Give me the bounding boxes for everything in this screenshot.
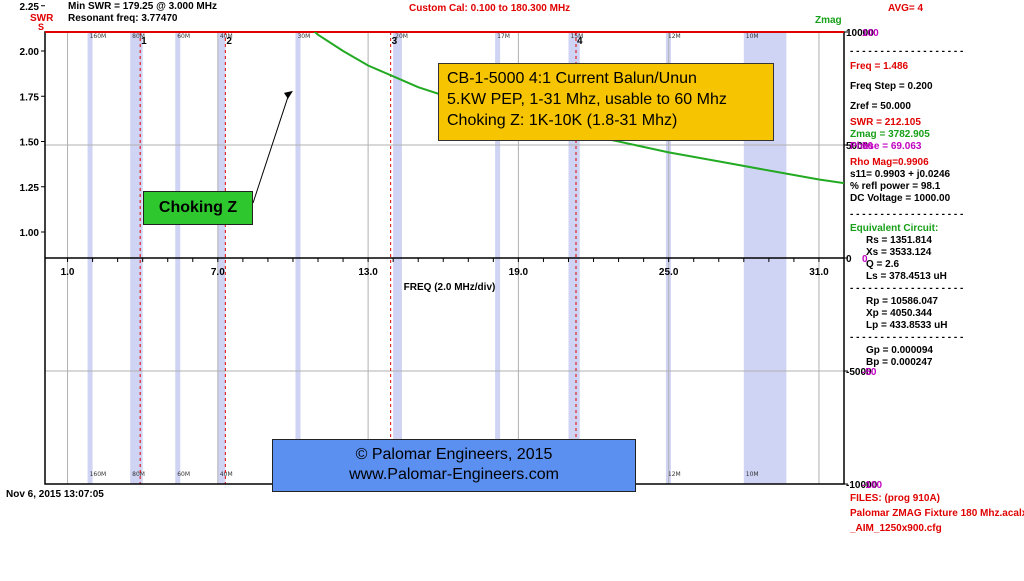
x-axis-title: FREQ (2.0 MHz/div) <box>404 282 496 293</box>
callout-arrow <box>252 93 290 204</box>
marker-label: 1 <box>141 36 147 47</box>
x-tick-label: 25.0 <box>659 267 679 278</box>
min-swr-readout: Min SWR = 179.25 @ 3.000 MHz <box>68 1 217 12</box>
zmag-axis-title: Zmag <box>815 15 842 26</box>
readout-zmag: Zmag = 3782.905 <box>850 129 930 140</box>
readout-freq: Freq = 1.486 <box>850 61 909 72</box>
swr-tick-label: 2.00 <box>20 47 40 58</box>
readout-freq-step: Freq Step = 0.200 <box>850 81 933 92</box>
readout-q: Q = 2.6 <box>866 259 900 270</box>
readout-zref: Zref = 50.000 <box>850 101 911 112</box>
readout-lp: Lp = 433.8533 uH <box>866 320 948 331</box>
x-tick-label: 19.0 <box>509 267 529 278</box>
readout-divider-top: - - - - - - - - - - - - - - - - - - - <box>850 46 964 57</box>
zmag-tick-label: -5000 <box>846 367 872 378</box>
band-label-top: 160M <box>90 33 107 40</box>
equivalent-circuit-title: Equivalent Circuit: <box>850 223 939 234</box>
phase-tick-label: 0 <box>862 254 868 265</box>
readout-divider-ls: - - - - - - - - - - - - - - - - - - - <box>850 283 964 294</box>
files-label: FILES: (prog 910A) <box>850 493 941 504</box>
readout-swr: SWR = 212.105 <box>850 117 921 128</box>
swr-s-label: S <box>38 22 45 32</box>
config-file: _AIM_1250x900.cfg <box>850 523 942 534</box>
readout-divider-mid: - - - - - - - - - - - - - - - - - - - <box>850 209 964 220</box>
band-label-top: 60M <box>177 33 190 40</box>
product-info-line1: CB-1-5000 4:1 Current Balun/Unun <box>447 70 697 87</box>
marker-label: 2 <box>226 36 232 47</box>
band-label-top: 30M <box>297 33 310 40</box>
band-label-bottom: 40M <box>220 471 233 478</box>
website-text: www.Palomar-Engineers.com <box>349 466 559 483</box>
band-label-top: 80M <box>132 33 145 40</box>
zmag-tick-label: 10000 <box>846 28 874 39</box>
product-info-line2: 5.KW PEP, 1-31 Mhz, usable to 60 Mhz <box>447 91 727 108</box>
readout-rs: Rs = 1351.814 <box>866 235 932 246</box>
phase-tick-label: -50 <box>862 367 877 378</box>
band-label-top: 10M <box>746 33 759 40</box>
readout-gp: Gp = 0.000094 <box>866 345 933 356</box>
swr-axis-title: SWR <box>30 13 54 24</box>
x-tick-label: 31.0 <box>809 267 829 278</box>
band-label-bottom: 80M <box>132 471 145 478</box>
band-label-bottom: 10M <box>746 471 759 478</box>
readout-rp: Rp = 10586.047 <box>866 296 938 307</box>
band-label-top: 12M <box>668 33 681 40</box>
swr-tick-label: 1.50 <box>20 138 40 149</box>
marker-label: 4 <box>577 36 583 47</box>
custom-cal-range: Custom Cal: 0.100 to 180.300 MHz <box>409 3 571 14</box>
avg-readout: AVG= 4 <box>888 3 924 14</box>
band-label-top: 15M <box>570 33 583 40</box>
readout-refl-power: % refl power = 98.1 <box>850 181 941 192</box>
readout-dc-voltage: DC Voltage = 1000.00 <box>850 193 951 204</box>
swr-tick-label: 1.25 <box>20 183 40 194</box>
x-tick-label: 7.0 <box>211 267 225 278</box>
readout-divider-lp: - - - - - - - - - - - - - - - - - - - <box>850 332 964 343</box>
fixture-file: Palomar ZMAG Fixture 180 Mhz.acalx <box>850 508 1024 519</box>
marker-label: 3 <box>392 36 398 47</box>
readout-xp: Xp = 4050.344 <box>866 308 932 319</box>
phase-tick-label: -100 <box>862 480 882 491</box>
band-label-bottom: 160M <box>90 471 107 478</box>
zmag-tick-label: -10000 <box>846 480 878 491</box>
swr-tick-label: 1.75 <box>20 92 40 103</box>
band-label-bottom: 12M <box>668 471 681 478</box>
copyright-box: © Palomar Engineers, 2015 www.Palomar-En… <box>272 439 636 492</box>
readout-xs: Xs = 3533.124 <box>866 247 932 258</box>
band-label-top: 40M <box>220 33 233 40</box>
phase-tick-label: 100 <box>862 28 879 39</box>
product-info-line3: Choking Z: 1K-10K (1.8-31 Mhz) <box>447 112 678 129</box>
phase-tick-label: 50 <box>862 141 874 152</box>
resonant-freq-readout: Resonant freq: 3.77470 <box>68 13 178 24</box>
band-label-top: 17M <box>497 33 510 40</box>
zmag-tick-label: 0 <box>846 254 852 265</box>
readout-bp: Bp = 0.000247 <box>866 357 933 368</box>
product-info-box: CB-1-5000 4:1 Current Balun/Unun 5.KW PE… <box>438 63 774 141</box>
readout-rho-mag: Rho Mag=0.9906 <box>850 157 929 168</box>
readout-s11: s11= 0.9903 + j0.0246 <box>850 169 951 180</box>
readout-ls: Ls = 378.4513 uH <box>866 271 947 282</box>
x-tick-label: 1.0 <box>61 267 75 278</box>
zmag-tick-label: 5000 <box>846 141 869 152</box>
band-label-top: 20M <box>395 33 408 40</box>
swr-tick-label: 1.00 <box>20 228 40 239</box>
band-label-bottom: 60M <box>177 471 190 478</box>
choking-z-callout: Choking Z <box>143 191 253 225</box>
callout-arrowhead <box>283 90 293 99</box>
x-tick-label: 13.0 <box>358 267 378 278</box>
swr-tick-label: 2.25 <box>20 2 40 13</box>
timestamp: Nov 6, 2015 13:07:05 <box>6 489 104 500</box>
readout-phase: Phase = 69.063 <box>850 141 922 152</box>
copyright-text: © Palomar Engineers, 2015 <box>355 446 553 463</box>
